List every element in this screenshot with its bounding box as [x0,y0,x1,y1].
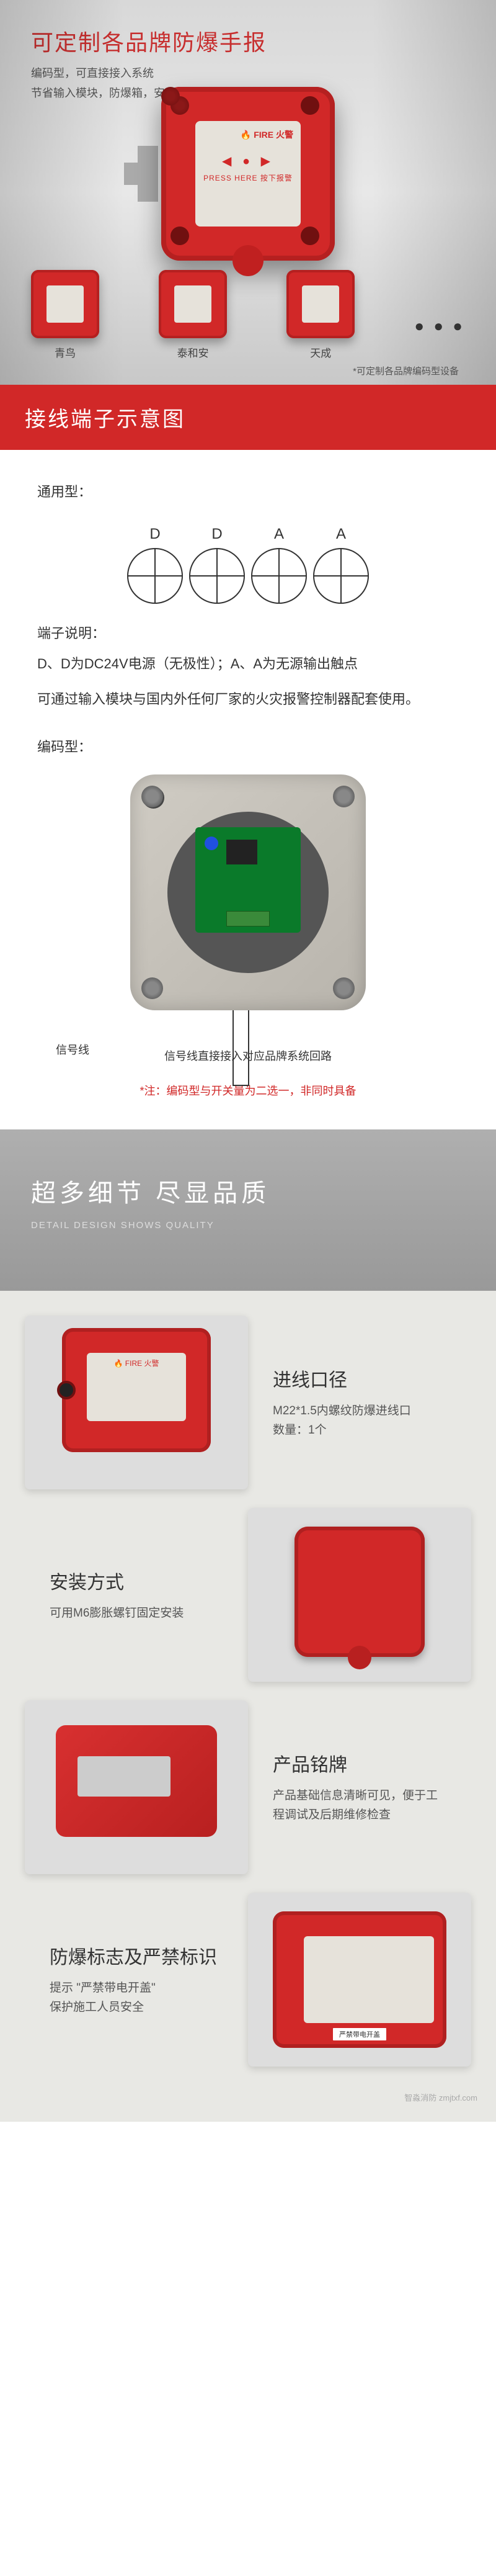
chip [226,840,257,864]
details-subtitle: DETAIL DESIGN SHOWS QUALITY [31,1220,465,1231]
variants-row: 青鸟 泰和安 天成 ● ● ● [31,270,465,360]
detail-row-nameplate: 产品铭牌 产品基础信息清晰可见，便于工程调试及后期维修检查 [0,1700,496,1874]
terminal-letter: A [310,526,372,543]
warning-sticker: 严禁带电开盖 [332,2027,388,2042]
universal-type-label: 通用型： [37,481,459,501]
press-here-label: PRESS HERE 按下报警 [203,173,293,183]
pcb-diagram: 信号线 [130,774,366,1010]
pcb-housing [167,812,329,973]
product-warning-view: 严禁带电开盖 [273,1911,446,2048]
detail-text: 进线口径 M22*1.5内螺纹防爆进线口 数量：1个 [248,1365,471,1440]
signal-line-label: 信号线 [56,1041,89,1057]
detail-heading: 安装方式 [50,1567,223,1594]
details-hero: 超多细节 尽显品质 DETAIL DESIGN SHOWS QUALITY [0,1129,496,1291]
pcb-board [195,827,301,933]
detail-image-warning: 严禁带电开盖 [248,1893,471,2067]
terminal-a1: A [248,526,310,604]
terminal-d1: D [124,526,186,604]
terminal-explain-label: 端子说明： [37,622,459,642]
detail-paragraph: 保护施工人员安全 [50,1998,223,2017]
variant-tiancheng: 天成 [286,270,355,360]
variant-label: 青鸟 [31,344,99,360]
detail-row-inlet: 🔥 FIRE 火警 进线口径 M22*1.5内螺纹防爆进线口 数量：1个 [0,1316,496,1489]
terminal-explain-desc: D、D为DC24V电源（无极性）；A、A为无源输出触点 [37,652,459,675]
details-grid: 🔥 FIRE 火警 进线口径 M22*1.5内螺纹防爆进线口 数量：1个 安装方… [0,1291,496,2122]
hero-product-image: 🔥 FIRE 火警 ◀ ● ▶ PRESS HERE 按下报警 [161,87,335,261]
detail-paragraph: 数量：1个 [273,1421,446,1440]
signal-line-indicator [248,1010,249,1085]
terminal-d2: D [186,526,248,604]
fire-label: 🔥 FIRE 火警 [203,128,293,141]
screw-hole [333,977,355,999]
hero-title: 可定制各品牌防爆手报 [31,25,465,57]
more-dots: ● ● ● [414,292,465,360]
hero-subtitle: 编码型，可直接接入系统 [31,65,465,81]
mounting-bracket [124,146,158,202]
terminal-circle [313,548,369,604]
variant-taihean: 泰和安 [159,270,227,360]
terminal-header: 接线端子示意图 [0,385,496,450]
detail-paragraph: 产品基础信息清晰可见，便于工程调试及后期维修检查 [273,1787,446,1824]
variant-label: 泰和安 [159,344,227,360]
detail-heading: 进线口径 [273,1365,446,1392]
terminal-letter: A [248,526,310,543]
variant-box [159,270,227,338]
terminal-a2: A [310,526,372,604]
product-side-view [294,1527,425,1657]
variant-qingniao: 青鸟 [31,270,99,360]
detail-heading: 产品铭牌 [273,1749,446,1777]
variant-note: *可定制各品牌编码型设备 [353,364,459,377]
hero-section: 可定制各品牌防爆手报 编码型，可直接接入系统 节省输入模块，防爆箱，安装更简单方… [0,0,496,385]
terminal-circle [251,548,307,604]
terminal-usage: 可通过输入模块与国内外任何厂家的火灾报警控制器配套使用。 [37,688,459,711]
detail-paragraph: M22*1.5内螺纹防爆进线口 [273,1402,446,1420]
terminal-letter: D [186,526,248,543]
inlet-port [57,1381,76,1399]
terminal-circle [189,548,245,604]
detail-paragraph: 提示 "严禁带电开盖" [50,1979,223,1998]
product-front-view: 🔥 FIRE 火警 [62,1328,211,1452]
fire-label: 🔥 FIRE 火警 [62,1358,211,1368]
screw-hole [333,786,355,807]
terminal-circle [127,548,183,604]
detail-heading: 防爆标志及严禁标识 [50,1942,223,1969]
details-title: 超多细节 尽显品质 [31,1173,465,1209]
variant-label: 天成 [286,344,355,360]
watermark: 智淼消防 zmjtxf.com [0,2085,496,2103]
detail-image-nameplate [25,1700,248,1874]
mounting-plate [130,774,366,1010]
detail-image-inlet: 🔥 FIRE 火警 [25,1316,248,1489]
detail-text: 产品铭牌 产品基础信息清晰可见，便于工程调试及后期维修检查 [248,1749,471,1824]
detail-image-install [248,1508,471,1682]
screw-hole [141,786,163,807]
terminal-letter: D [124,526,186,543]
fire-arrows: ◀ ● ▶ [203,153,293,169]
variant-box [286,270,355,338]
detail-text: 防爆标志及严禁标识 提示 "严禁带电开盖" 保护施工人员安全 [25,1942,248,2017]
fire-panel: 🔥 FIRE 火警 ◀ ● ▶ PRESS HERE 按下报警 [195,121,301,227]
fire-alarm-box: 🔥 FIRE 火警 ◀ ● ▶ PRESS HERE 按下报警 [161,87,335,261]
encode-type-label: 编码型： [37,736,459,756]
detail-row-warning: 严禁带电开盖 防爆标志及严禁标识 提示 "严禁带电开盖" 保护施工人员安全 [0,1893,496,2067]
terminal-diagram: D D A A [37,526,459,604]
detail-row-install: 安装方式 可用M6膨胀螺钉固定安装 [0,1508,496,1682]
capacitor [205,837,218,850]
terminal-section: 通用型： D D A A 端子说明： D、D为DC24V电源（无极性）；A、A为… [0,450,496,1129]
nameplate-view [56,1725,217,1837]
detail-text: 安装方式 可用M6膨胀螺钉固定安装 [25,1567,248,1623]
terminal-block [226,911,270,927]
detail-paragraph: 可用M6膨胀螺钉固定安装 [50,1604,223,1623]
variant-box [31,270,99,338]
screw-hole [141,977,163,999]
